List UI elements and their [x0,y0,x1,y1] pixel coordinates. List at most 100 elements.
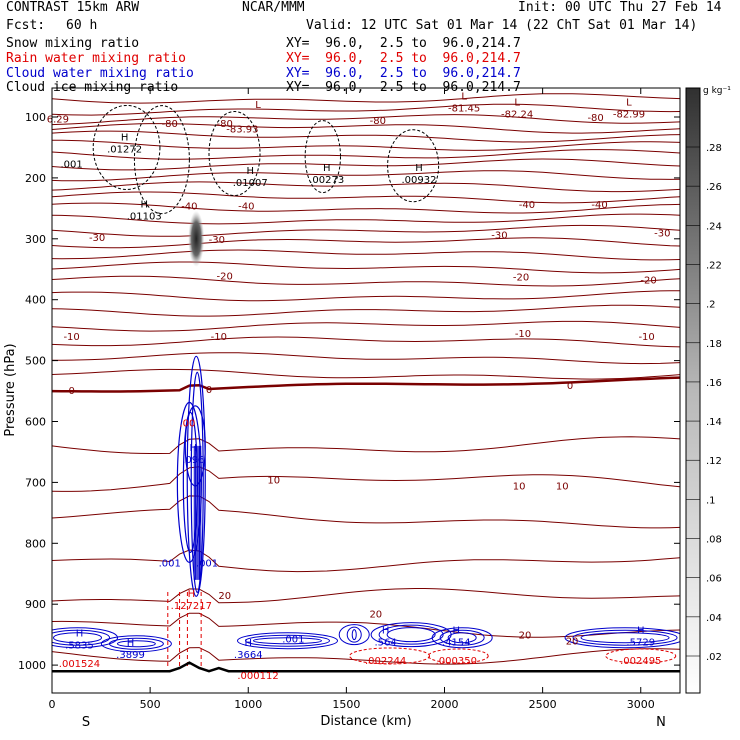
extremum-mark: H [382,626,390,637]
extremum-value: 6.29 [47,115,69,126]
colorbar: g kg⁻¹ .02 .04 .06 .08 .1 .12 .14 .16 .18 .2 .22 .2… [685,86,731,694]
cloud-water-contour [346,626,362,643]
y-tick-label: 300 [25,233,46,246]
colorbar-tick-label: .14 [706,417,722,428]
isotherm-line [52,224,680,237]
extremum-mark: H [76,629,84,640]
isotherm-line [52,202,680,214]
center-name: NCAR/MMM [242,0,305,15]
contour-layer [52,93,680,673]
extremum-value: .00273 [309,175,344,186]
cloud-water-contour [186,355,206,597]
cloud-water-contour [564,627,680,649]
y-tick-label: 1000 [18,659,46,672]
cloud-water-contour [100,635,172,653]
isotherm-line [52,588,680,604]
cloud-water-contour [572,629,678,646]
isotherm-label: -20 [640,276,656,287]
extremum-value: .5835 [65,641,94,652]
x-tick-label: 3000 [627,698,655,711]
axes: 0 500 1000 1500 2000 2500 30001002003004005006… [18,87,681,711]
cloud-water-contour [237,632,338,650]
isotherm-label: -30 [89,233,105,244]
isotherm-line [52,320,680,332]
isotherm-label: -30 [209,235,225,246]
extremum-value: .01007 [233,178,268,189]
extremum-value: -83.93 [226,124,258,135]
extremum-value: .001 [60,160,82,171]
colorbar-tick-label: .02 [706,652,722,663]
extremum-mark: H [453,626,461,637]
isotherm-label: -10 [63,332,79,343]
isotherm-line [52,93,680,104]
extremum-mark: H [140,199,148,210]
extremum-value: .3899 [116,650,145,661]
extremum-mark: H [323,163,331,174]
isotherm-label: -40 [591,200,607,211]
contour-labels: -80 -80 -80 -80 -40 -40 -40 -40 -30 -30 -30 -30 -20 -… [47,92,671,683]
extremum-value: .127217 [171,601,212,612]
extremum-value: .000350 [436,656,477,667]
x-tick-label: 1000 [234,698,262,711]
isotherm-line [52,612,680,638]
extremum-value: .002244 [365,656,406,667]
isotherm-label: 0 [567,381,573,392]
colorbar-units: g kg⁻¹ [703,86,731,96]
isotherm-line [52,275,680,287]
colorbar-tick-label: .2 [706,300,716,311]
north-endpoint: N [656,715,666,730]
legend-rain-xy: XY= 96.0, 2.5 to 96.0,214.7 [286,51,521,66]
extremum-mark: L [514,98,520,109]
isotherm-label: -10 [638,332,654,343]
y-tick-label: 200 [25,172,46,185]
y-axis-title: Pressure (hPa) [3,343,18,436]
y-tick-label: 600 [25,416,46,429]
colorbar-tick-label: .24 [706,221,722,232]
extremum-mark: H [637,626,645,637]
extremum-value: .00932 [401,175,436,186]
isotherm-label: -80 [587,113,603,124]
isotherm-label: 20 [218,591,231,602]
x-tick-label: 0 [49,698,56,711]
cloud-water-contour [431,627,493,649]
forecast-label: Fcst: [6,18,46,33]
extremum-value: .01272 [107,144,142,155]
cloud-water-contour [386,627,436,643]
isotherm-label: 0 [206,385,212,396]
y-tick-label: 700 [25,476,46,489]
isotherm-label: -30 [654,229,670,240]
extremum-mark: L [626,98,632,109]
colorbar-tick-label: .08 [706,535,722,546]
snow-shading [188,210,205,267]
extremum-mark: H [188,589,196,600]
x-tick-label: 500 [140,698,161,711]
plot-title: CONTRAST 15km ARW [6,0,140,15]
extremum-value: .564 [374,638,396,649]
isotherm-label: 10 [513,481,526,492]
extremum-mark: H [121,132,129,143]
extremum-value: .3664 [234,650,263,661]
isotherm-line [52,495,680,529]
isotherm-label: 20 [519,631,532,642]
cloud-water-contour [53,632,103,644]
x-tick-label: 1500 [332,698,360,711]
cloud-ice-contour [304,120,341,194]
extremum-value: .5729 [626,638,655,649]
extremum-mark: H [127,638,135,649]
cloud-ice-contour [92,104,161,190]
extremum-value: .00 [179,418,195,429]
rain-water-contour [349,647,431,665]
extremum-mark: H [415,163,423,174]
y-tick-label: 800 [25,537,46,550]
valid-time: Valid: 12 UTC Sat 01 Mar 14 (22 ChT Sat … [306,18,698,33]
extremum-mark: H [246,166,254,177]
extremum-value: .001 [159,559,181,570]
cloud-ice-contour [208,111,261,197]
colorbar-tick-label: .26 [706,182,722,193]
isotherm-label: 10 [556,481,569,492]
extremum-value: -82.99 [613,110,645,121]
colorbar-tick-label: .12 [706,456,722,467]
isotherm-line [52,436,680,454]
rain-water-contour [605,648,677,664]
isotherm-label: 10 [267,475,280,486]
